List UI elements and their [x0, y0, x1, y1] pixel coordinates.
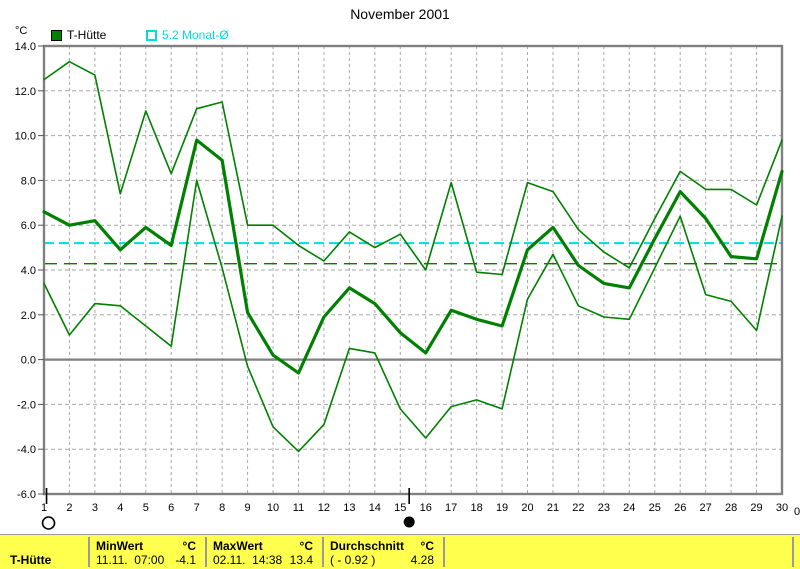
x-tick-label-8: 8	[219, 502, 225, 514]
status-device-label: T-Hütte	[10, 553, 52, 567]
plot-border	[42, 44, 784, 496]
x-tick-label-22: 22	[572, 502, 584, 514]
durchschnitt-detail: ( - 0.92 )	[330, 553, 376, 567]
y-tick-label-10.0: 10.0	[15, 131, 36, 143]
x-tick-label-20: 20	[521, 502, 533, 514]
series-line-mean	[42, 138, 784, 375]
x-tick-label-13: 13	[343, 502, 355, 514]
series-line-max	[43, 60, 783, 276]
status-separator	[443, 537, 445, 567]
x-tick-label-27: 27	[700, 502, 712, 514]
maxwert-title: MaxWert	[213, 539, 263, 553]
minwert-title: MinWert	[96, 539, 144, 553]
status-section-durchschnitt: Durchschnitt °C ( - 0.92 ) 4.28	[324, 535, 442, 569]
x-tick-label-24: 24	[623, 502, 635, 514]
status-section-maxwert: MaxWert °C 02.11. 14:38 13.4	[207, 535, 321, 569]
x-tick-label-14: 14	[369, 502, 381, 514]
status-separator	[792, 537, 794, 567]
x-tick-label-28: 28	[725, 502, 737, 514]
x-tick-label-2: 2	[66, 502, 72, 514]
status-bar: T-Hütte MinWert °C 11.11. 07:00 -4.1 Max…	[0, 534, 800, 569]
x-tick-label-29: 29	[750, 502, 762, 514]
minwert-datetime: 11.11. 07:00	[96, 553, 165, 567]
durchschnitt-title: Durchschnitt	[330, 539, 405, 553]
maxwert-datetime: 02.11. 14:38	[213, 553, 283, 567]
x-tick-label-11: 11	[293, 502, 304, 514]
x-tick-label-4: 4	[117, 502, 123, 514]
x-tick-label-16: 16	[420, 502, 432, 514]
maxwert-unit: °C	[299, 539, 313, 553]
cursor-handle-open-circle[interactable]	[41, 516, 56, 530]
x-tick-label-17: 17	[445, 502, 457, 514]
legend-label-monat-average: 5.2 Monat-Ø	[162, 28, 229, 42]
status-separator	[205, 537, 207, 567]
cursor-handle-filled-circle[interactable]	[403, 516, 415, 528]
x-tick-label-21: 21	[547, 502, 559, 514]
minwert-unit: °C	[182, 539, 196, 553]
y-tick-label--4.0: -4.0	[17, 444, 36, 456]
y-tick-label-14.0: 14.0	[15, 41, 36, 53]
y-tick-label-0.0: 0.0	[21, 355, 36, 367]
x-tick-label-6: 6	[168, 502, 174, 514]
status-separator	[322, 537, 324, 567]
status-separator	[88, 537, 90, 567]
x-tick-label-9: 9	[245, 502, 251, 514]
y-tick-label--2.0: -2.0	[17, 399, 36, 411]
x-tick-label-1: 1	[41, 502, 47, 514]
legend-label-t-huette: T-Hütte	[67, 28, 107, 42]
series-line-min	[43, 179, 783, 453]
x-tick-label-26: 26	[674, 502, 686, 514]
y-tick-label-6.0: 6.0	[21, 220, 36, 232]
status-section-minwert: MinWert °C 11.11. 07:00 -4.1	[90, 535, 204, 569]
legend-swatch-green-icon	[51, 29, 62, 41]
x-tick-label-5: 5	[143, 502, 149, 514]
y-tick-label-2.0: 2.0	[21, 310, 36, 322]
y-tick-label-4.0: 4.0	[21, 265, 36, 277]
y-axis-unit-label: °C	[15, 25, 28, 37]
x-tick-label-10: 10	[267, 502, 279, 514]
x-tick-label-15: 15	[394, 502, 406, 514]
temperature-chart: 14.0 12.0 10.0 8.0 6.0 4.0 2.0 0.0 -2.0 -4.0 -6.0 1…	[15, 41, 800, 530]
clipped-edge-char: 0	[794, 506, 800, 518]
x-tick-label-7: 7	[194, 502, 200, 514]
minwert-value: -4.1	[175, 553, 196, 567]
legend-item-t-huette: T-Hütte	[51, 28, 106, 42]
x-tick-label-3: 3	[92, 502, 98, 514]
legend-item-monat-average: 5.2 Monat-Ø	[146, 28, 229, 42]
page-title: November 2001	[350, 6, 450, 22]
legend-swatch-cyan-icon	[146, 29, 157, 41]
y-tick-label-8.0: 8.0	[21, 175, 36, 187]
y-tick-label--6.0: -6.0	[17, 489, 36, 501]
x-tick-label-19: 19	[496, 502, 508, 514]
x-tick-label-25: 25	[649, 502, 661, 514]
x-tick-label-12: 12	[318, 502, 330, 514]
x-tick-label-23: 23	[598, 502, 610, 514]
durchschnitt-unit: °C	[420, 539, 434, 553]
maxwert-value: 13.4	[289, 553, 313, 567]
x-tick-label-30: 30	[776, 502, 788, 514]
y-tick-label-12.0: 12.0	[15, 86, 36, 98]
durchschnitt-value: 4.28	[410, 553, 434, 567]
x-tick-label-18: 18	[470, 502, 482, 514]
